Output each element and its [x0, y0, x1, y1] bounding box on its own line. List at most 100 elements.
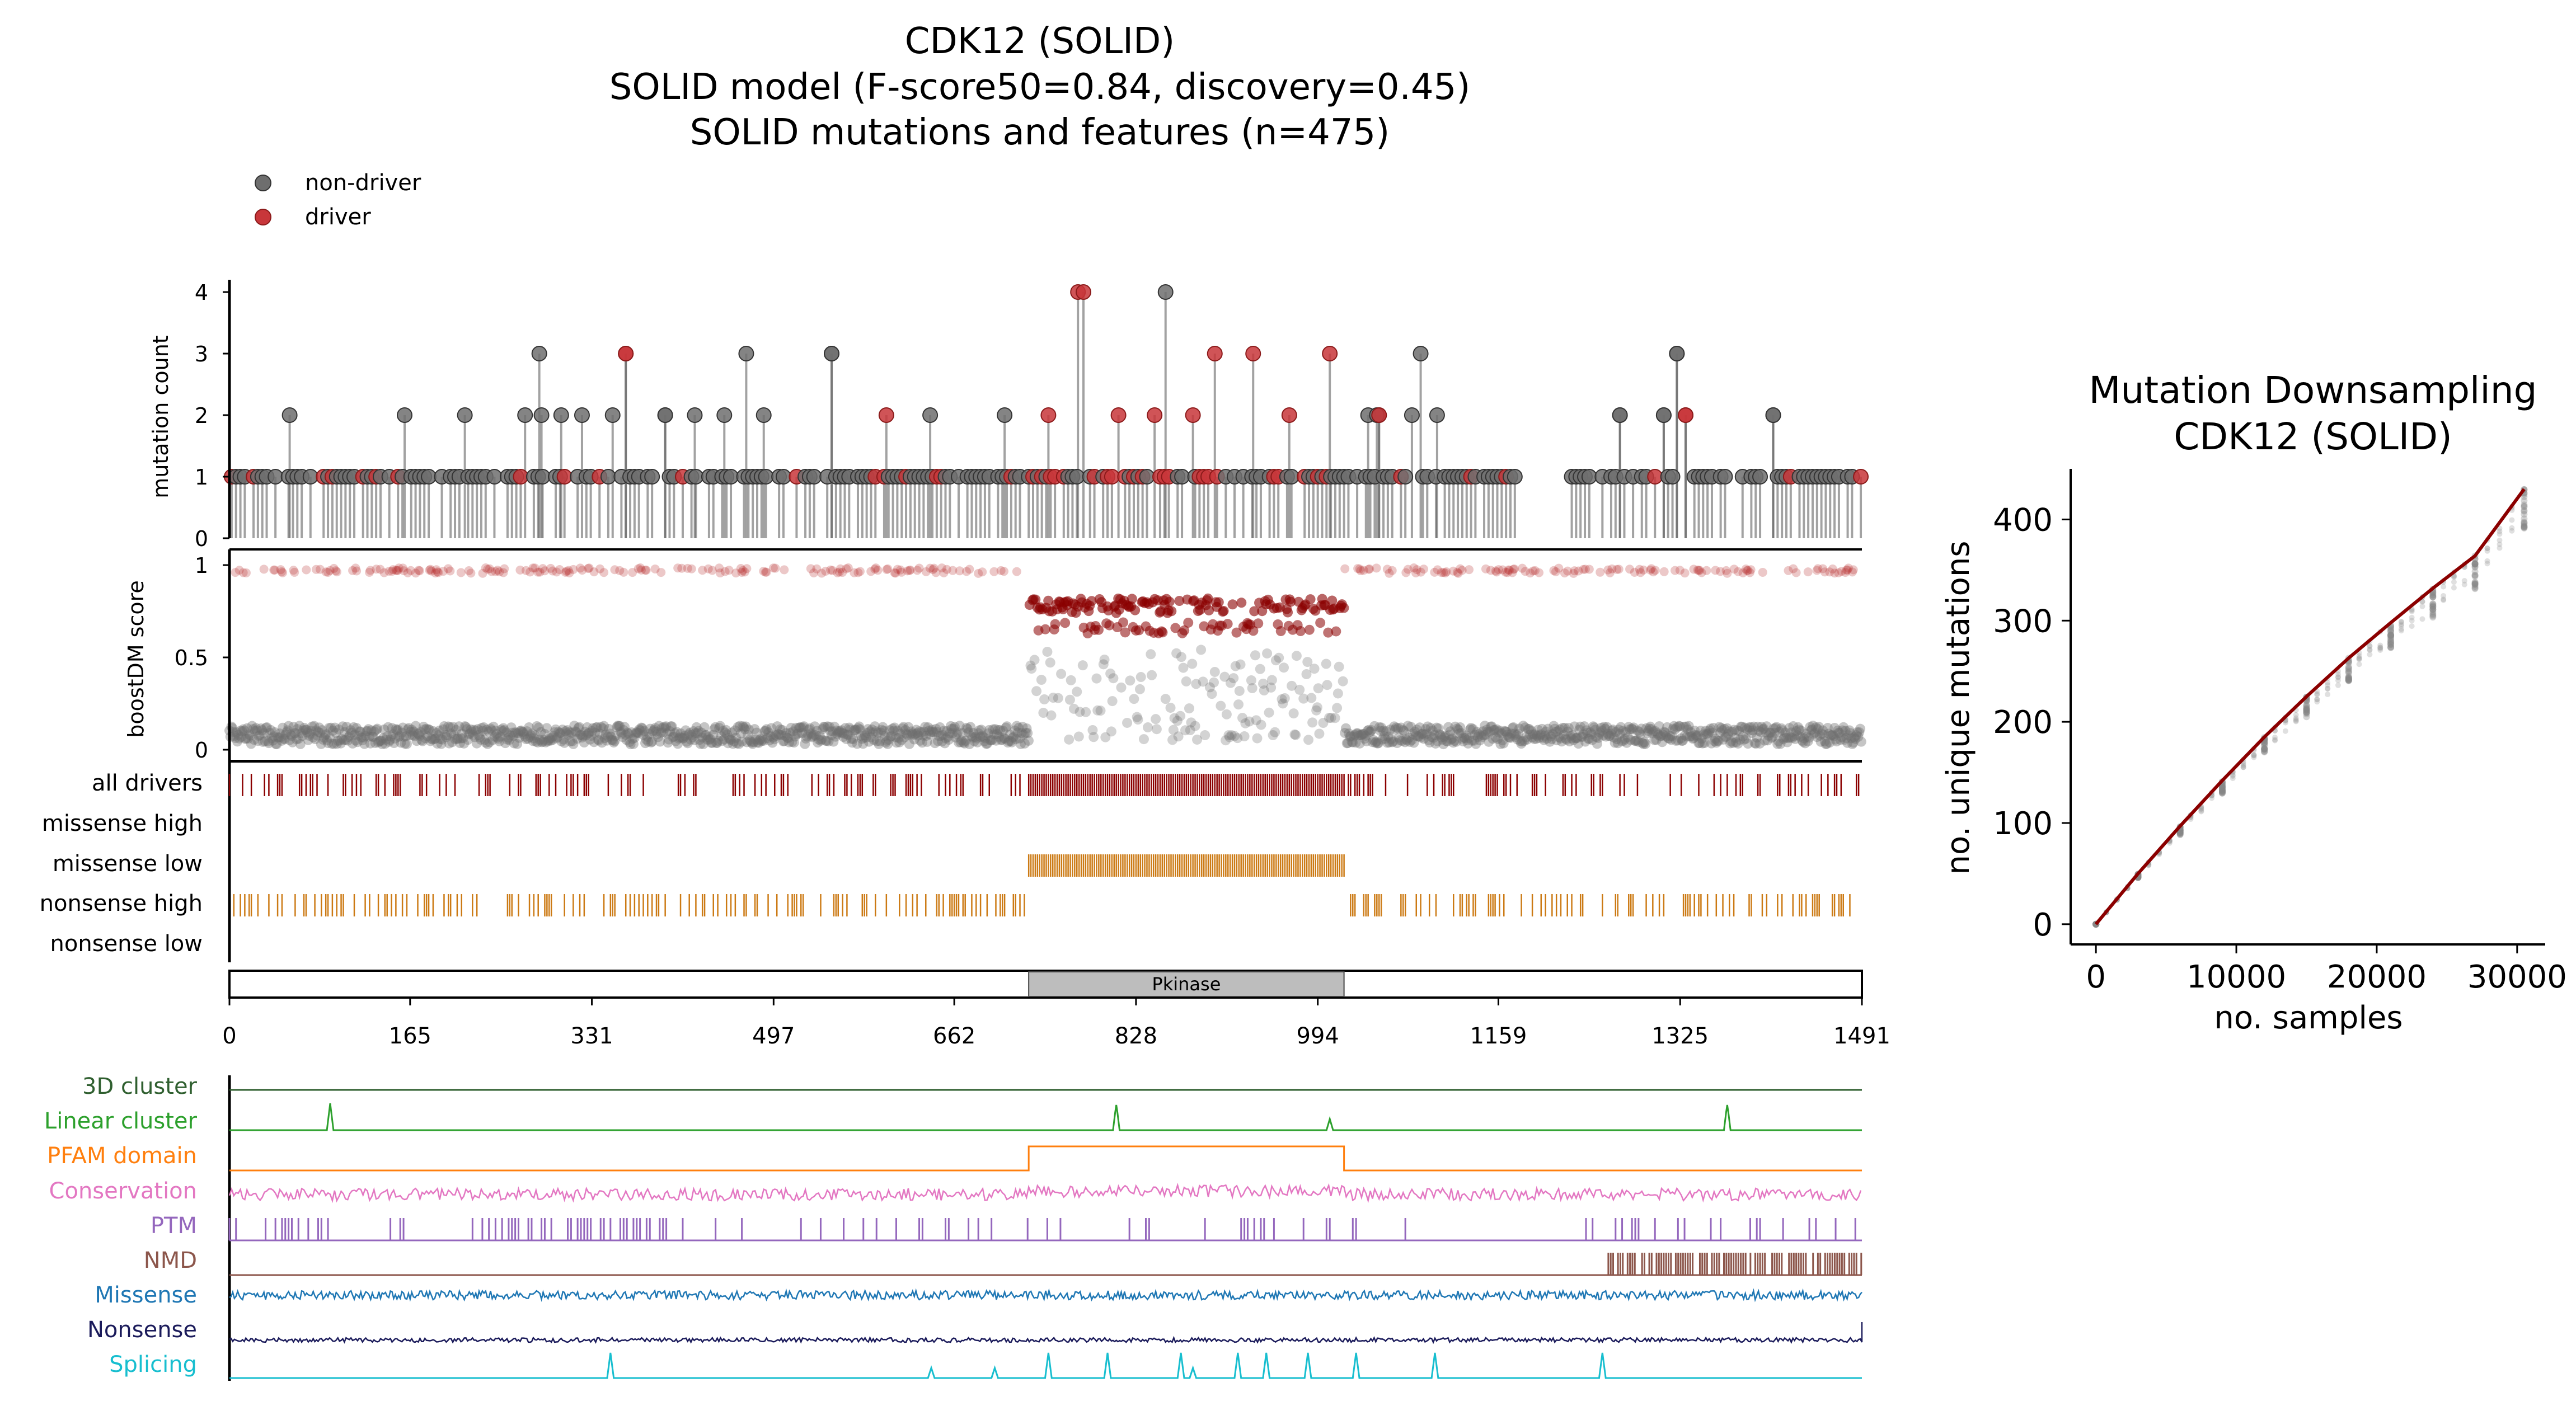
feature-label-ptm: PTM [151, 1213, 197, 1239]
boostdm-point [523, 733, 533, 744]
downsampling-point [2398, 626, 2404, 632]
boostdm-point [542, 736, 553, 746]
boostdm-point [582, 722, 593, 732]
boostdm-point [303, 735, 313, 745]
boostdm-point [348, 566, 358, 575]
boostdm-point [422, 731, 433, 741]
boostdm-point [557, 725, 568, 735]
boostdm-point [518, 727, 528, 737]
driver-point [1207, 346, 1223, 361]
boostdm-point [731, 732, 742, 743]
boostdm-point [590, 727, 600, 738]
boostdm-point [683, 729, 694, 740]
boostdm-point [295, 739, 306, 749]
non-driver-point [758, 469, 774, 485]
boostdm-point [481, 563, 490, 573]
boostdm-point [449, 730, 459, 740]
boostdm-point [441, 732, 452, 742]
boostdm-point [463, 729, 474, 740]
boostdm-point [484, 737, 495, 747]
boostdm-point [447, 737, 457, 747]
boostdm-point [695, 739, 706, 749]
non-driver-point [922, 407, 939, 423]
boostdm-point [642, 731, 653, 742]
boostdm-point [1291, 730, 1301, 740]
boostdm-point [414, 731, 425, 741]
downsampling-point [2325, 692, 2331, 698]
boostdm-point [467, 726, 477, 737]
boostdm-point [456, 733, 466, 744]
boostdm-point [665, 726, 675, 736]
downsampling-point [2387, 628, 2395, 636]
non-driver-point [600, 469, 616, 485]
boostdm-point [1178, 662, 1189, 673]
boostdm-point [492, 566, 502, 575]
boostdm-point [1791, 568, 1801, 577]
downsampling-point [2282, 728, 2288, 734]
boostdm-point [1209, 677, 1219, 688]
driver-point [1075, 284, 1091, 300]
downsampling-point [2497, 528, 2503, 534]
non-driver-point [688, 469, 704, 485]
boostdm-point [1081, 707, 1091, 717]
boostdm-point [667, 721, 677, 732]
boostdm-point [316, 739, 326, 749]
boostdm-point [274, 728, 285, 739]
boostdm-point [1338, 676, 1348, 686]
non-driver-point [723, 469, 739, 485]
boostdm-point [1218, 605, 1229, 616]
boostdm-point [325, 566, 335, 575]
boostdm-point [691, 722, 702, 732]
boostdm-point [1060, 618, 1071, 628]
boostdm-point [664, 734, 674, 745]
boostdm-point [687, 564, 696, 573]
non-driver-point [1174, 469, 1190, 485]
boostdm-point [728, 739, 738, 749]
boostdm-point [468, 725, 479, 735]
boostdm-point [334, 724, 344, 735]
non-driver-point [657, 407, 673, 423]
boostdm-point [256, 723, 266, 734]
downsampling-point [2356, 661, 2362, 667]
boostdm-point [365, 567, 374, 577]
boostdm-point [1306, 693, 1317, 703]
boostdm-point [661, 728, 672, 739]
boostdm-point [435, 733, 445, 744]
boostdm-point [358, 732, 369, 743]
boostdm-point [392, 566, 402, 575]
boostdm-point [629, 732, 640, 743]
boostdm-point [451, 725, 461, 735]
boostdm-point [391, 724, 401, 735]
boostdm-point [594, 735, 604, 746]
boostdm-point [402, 724, 413, 735]
boostdm-point [395, 731, 405, 741]
x-tick-label: 497 [752, 1023, 795, 1049]
boostdm-point [414, 566, 424, 575]
boostdm-point [289, 728, 300, 739]
boostdm-point [1183, 617, 1194, 628]
boostdm-point [654, 721, 664, 731]
boostdm-point [290, 728, 301, 739]
downsampling-point [2356, 656, 2362, 662]
boostdm-point [1250, 650, 1260, 661]
boostdm-point [467, 730, 478, 740]
boostdm-point [1855, 723, 1866, 734]
boostdm-point [255, 730, 265, 740]
boostdm-point [525, 730, 536, 741]
boostdm-point [327, 725, 338, 736]
boostdm-point [497, 726, 508, 736]
boostdm-point [677, 732, 687, 743]
boostdm-point [1279, 662, 1289, 673]
boostdm-point [491, 567, 500, 576]
boostdm-point [623, 728, 634, 739]
boostdm-point [1165, 702, 1176, 713]
boostdm-point [249, 735, 260, 745]
boostdm-point [1650, 566, 1660, 575]
boostdm-point [484, 726, 494, 737]
boostdm-point [235, 726, 246, 736]
boostdm-point [464, 566, 473, 575]
boostdm-point [696, 727, 707, 738]
main-title-line-3: SOLID mutations and features (n=475) [690, 112, 1390, 153]
boostdm-point [1295, 626, 1306, 636]
boostdm-point [703, 564, 713, 573]
